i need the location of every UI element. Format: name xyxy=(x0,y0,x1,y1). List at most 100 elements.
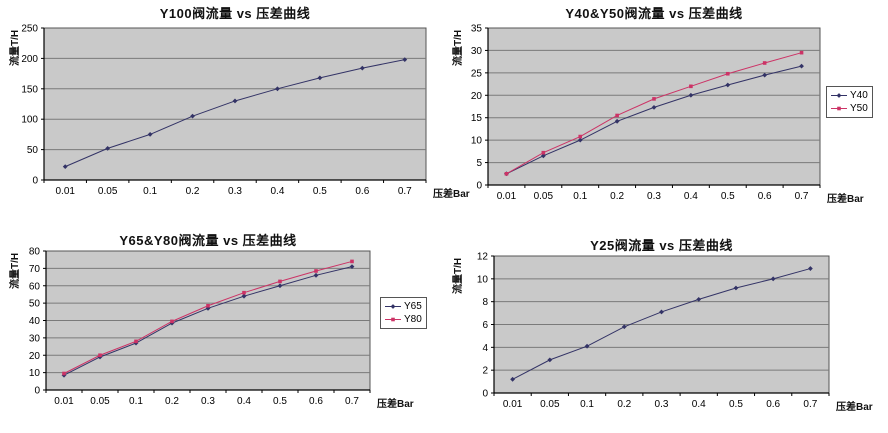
svg-text:20: 20 xyxy=(471,91,483,102)
svg-text:0.7: 0.7 xyxy=(398,186,412,197)
chart-title-y25: Y25阀流量 vs 压差曲线 xyxy=(590,238,733,253)
svg-text:0.01: 0.01 xyxy=(54,396,74,407)
svg-text:0.01: 0.01 xyxy=(55,186,75,197)
chart-title-y100: Y100阀流量 vs 压差曲线 xyxy=(159,6,311,21)
svg-text:0.6: 0.6 xyxy=(309,396,323,407)
chart-y65-y80: 0 10 20 30 40 50 60 70 80 0.01 0.05 0.1 0.2 0.3 0.4 0.5… xyxy=(2,215,443,433)
svg-text:0.4: 0.4 xyxy=(237,396,251,407)
svg-text:0.5: 0.5 xyxy=(313,186,327,197)
svg-text:0.5: 0.5 xyxy=(729,399,743,410)
svg-text:0.1: 0.1 xyxy=(143,186,157,197)
svg-text:0.01: 0.01 xyxy=(503,399,523,410)
svg-text:0: 0 xyxy=(32,176,38,187)
svg-text:0.7: 0.7 xyxy=(803,399,817,410)
legend-entry: Y50 xyxy=(830,102,868,115)
svg-text:0.2: 0.2 xyxy=(186,186,200,197)
svg-text:150: 150 xyxy=(21,84,38,95)
square-marker-icon xyxy=(831,106,847,111)
svg-text:30: 30 xyxy=(29,333,41,344)
svg-text:0.5: 0.5 xyxy=(721,191,735,202)
svg-text:0.05: 0.05 xyxy=(90,396,110,407)
svg-text:0.1: 0.1 xyxy=(580,399,594,410)
svg-text:6: 6 xyxy=(482,320,488,331)
y-axis-label-y100: 流量T/H xyxy=(10,29,21,66)
svg-text:200: 200 xyxy=(21,54,38,65)
svg-text:0.3: 0.3 xyxy=(201,396,215,407)
diamond-marker-icon xyxy=(385,304,401,309)
svg-text:50: 50 xyxy=(29,299,41,310)
svg-text:0.6: 0.6 xyxy=(766,399,780,410)
svg-text:2: 2 xyxy=(482,366,488,377)
svg-text:0.6: 0.6 xyxy=(758,191,772,202)
x-axis-unit-label-y100: 压差Bar xyxy=(433,189,470,200)
legend-label: Y40 xyxy=(850,90,868,101)
y65-y80-plot-area: 0 10 20 30 40 50 60 70 80 0.01 0.05 0.1 0.2 0.3 0.4 0.5… xyxy=(29,247,371,407)
legend-label: Y50 xyxy=(850,103,868,114)
svg-text:10: 10 xyxy=(471,136,483,147)
svg-text:25: 25 xyxy=(471,68,483,79)
svg-text:5: 5 xyxy=(476,158,482,169)
svg-text:10: 10 xyxy=(29,368,41,379)
square-marker-icon xyxy=(385,317,401,322)
diamond-marker-icon xyxy=(831,93,847,98)
svg-text:0.7: 0.7 xyxy=(345,396,359,407)
legend-entry: Y80 xyxy=(384,313,422,326)
svg-text:50: 50 xyxy=(27,145,39,156)
chart-title-y40-y50: Y40&Y50阀流量 vs 压差曲线 xyxy=(565,6,743,21)
svg-text:0.7: 0.7 xyxy=(795,191,809,202)
x-axis-unit-label-y40-y50: 压差Bar xyxy=(827,194,864,205)
y40-y50-plot-area: 0 5 10 15 20 25 30 35 0.01 0.05 0.1 0.2 0.3 0.4 0.5 0.6… xyxy=(471,24,821,202)
svg-text:12: 12 xyxy=(477,252,489,263)
svg-text:35: 35 xyxy=(471,24,483,35)
svg-text:8: 8 xyxy=(482,297,488,308)
chart-y100: 0 50 100 150 200 250 0.01 0.05 0.1 0.2 0.3 0.4 0.5 0.… xyxy=(2,0,470,215)
svg-text:0.1: 0.1 xyxy=(573,191,587,202)
x-axis-unit-label-y25: 压差Bar xyxy=(836,402,873,413)
chart-y25: 0 2 4 6 8 10 12 0.01 0.05 0.1 0.2 0.3 0.4 0.5 0.6 0.7 Y… xyxy=(445,215,888,433)
svg-text:0.2: 0.2 xyxy=(165,396,179,407)
legend-y40-y50: Y40 Y50 xyxy=(826,86,873,118)
svg-text:100: 100 xyxy=(21,115,38,126)
legend-y65-y80: Y65 Y80 xyxy=(380,297,427,329)
svg-text:0.3: 0.3 xyxy=(655,399,669,410)
svg-text:0.3: 0.3 xyxy=(647,191,661,202)
svg-text:30: 30 xyxy=(471,46,483,57)
svg-text:0.2: 0.2 xyxy=(610,191,624,202)
svg-text:40: 40 xyxy=(29,316,41,327)
svg-text:10: 10 xyxy=(477,274,489,285)
svg-text:0.3: 0.3 xyxy=(228,186,242,197)
y-axis-label-y40-y50: 流量T/H xyxy=(453,29,464,66)
legend-label: Y65 xyxy=(404,301,422,312)
chart-title-y65-y80: Y65&Y80阀流量 vs 压差曲线 xyxy=(119,233,297,248)
svg-text:0: 0 xyxy=(482,389,488,400)
x-axis-unit-label-y65-y80: 压差Bar xyxy=(377,399,414,410)
svg-text:0.05: 0.05 xyxy=(98,186,118,197)
svg-text:0.4: 0.4 xyxy=(692,399,706,410)
svg-text:0: 0 xyxy=(476,181,482,192)
y25-plot-area: 0 2 4 6 8 10 12 0.01 0.05 0.1 0.2 0.3 0.4 0.5 0.6 0.7 xyxy=(477,252,830,410)
legend-entry: Y65 xyxy=(384,300,422,313)
svg-text:0.6: 0.6 xyxy=(355,186,369,197)
svg-text:0.1: 0.1 xyxy=(129,396,143,407)
svg-text:0.05: 0.05 xyxy=(540,399,560,410)
legend-label: Y80 xyxy=(404,314,422,325)
svg-text:0.4: 0.4 xyxy=(684,191,698,202)
svg-text:0.2: 0.2 xyxy=(617,399,631,410)
svg-text:0.05: 0.05 xyxy=(534,191,554,202)
svg-text:60: 60 xyxy=(29,281,41,292)
chart-y40-y50: 0 5 10 15 20 25 30 35 0.01 0.05 0.1 0.2 0.3 0.4 0.5 0.6… xyxy=(445,0,888,215)
y-axis-label-y25: 流量T/H xyxy=(453,257,464,294)
svg-text:0.01: 0.01 xyxy=(497,191,517,202)
svg-text:70: 70 xyxy=(29,264,41,275)
svg-text:80: 80 xyxy=(29,247,41,258)
svg-text:15: 15 xyxy=(471,113,483,124)
svg-text:250: 250 xyxy=(21,24,38,35)
y-axis-label-y65-y80: 流量T/H xyxy=(10,252,21,289)
y100-plot-area: 0 50 100 150 200 250 0.01 0.05 0.1 0.2 0.3 0.4 0.5 0.… xyxy=(21,24,427,197)
svg-text:0: 0 xyxy=(34,386,40,397)
svg-text:0.4: 0.4 xyxy=(270,186,284,197)
svg-text:20: 20 xyxy=(29,351,41,362)
svg-text:4: 4 xyxy=(482,343,488,354)
legend-entry: Y40 xyxy=(830,89,868,102)
svg-text:0.5: 0.5 xyxy=(273,396,287,407)
